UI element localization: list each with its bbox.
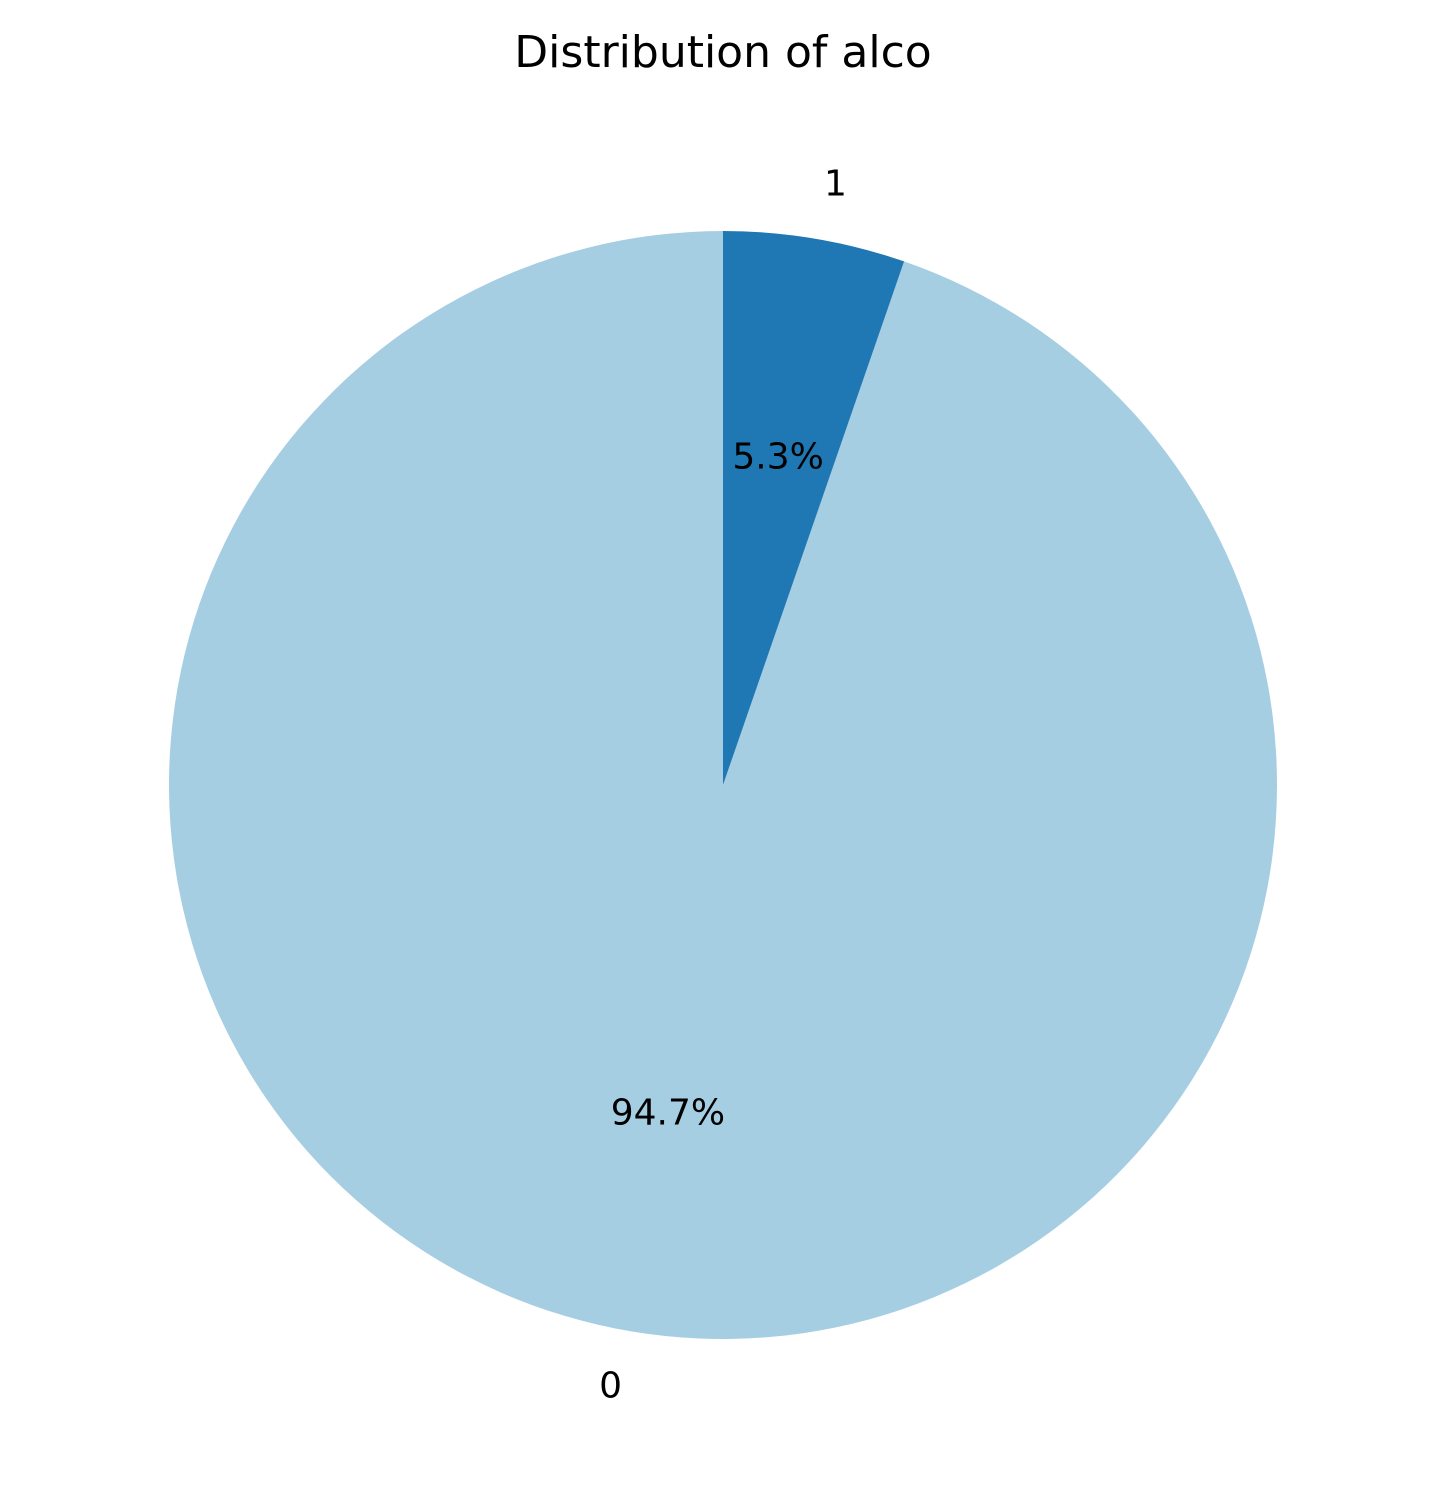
pie-labels: 0 94.7% 1 5.3% (599, 164, 847, 1407)
pie-slice-1 (723, 231, 905, 785)
chart-title: Distribution of alco (514, 27, 931, 78)
slice-percent-label: 5.3% (732, 437, 823, 478)
slice-category-label: 1 (824, 164, 847, 205)
pie-slice-0 (169, 231, 1278, 1339)
pie-slices (169, 231, 1278, 1339)
slice-category-label: 0 (599, 1365, 622, 1406)
slice-percent-label: 94.7% (611, 1092, 725, 1133)
